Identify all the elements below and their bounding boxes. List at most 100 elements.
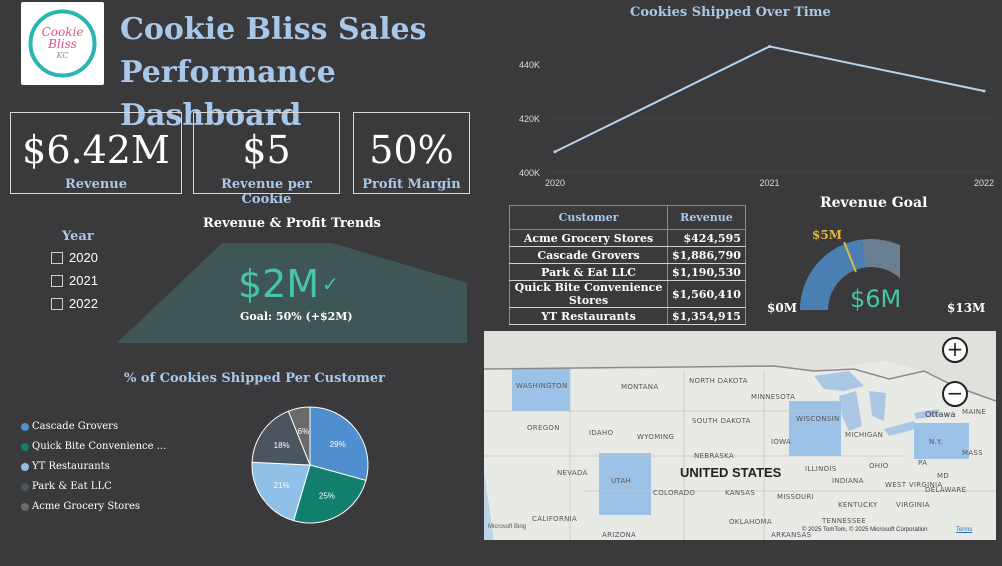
map-label: DELAWARE [925,486,967,494]
kpi-label: Revenue [64,177,128,192]
y-tick-label: 440K [519,60,540,70]
kpi-value: 50% [369,128,454,172]
zoom-in-button[interactable]: + [942,337,968,363]
legend-label: Quick Bite Convenience ... [32,441,167,452]
map-state-new-york[interactable] [914,423,969,459]
table-cell: Acme Grocery Stores [509,229,668,247]
map-label: SOUTH DAKOTA [692,417,751,425]
legend-label: Acme Grocery Stores [32,501,141,512]
trend-goal: Goal: 50% (+$2M) [240,310,353,323]
pie-slice-label: 6% [298,427,310,436]
gauge-target-marker [843,241,857,273]
legend-item[interactable]: YT Restaurants [21,461,110,472]
table-header-customer[interactable]: Customer [509,205,668,230]
map-label: IOWA [771,438,792,446]
map-state-wisconsin[interactable] [789,401,841,456]
map-label: UTAH [611,477,632,485]
year-option-2021[interactable]: 2021 [51,273,98,288]
x-tick-label: 2020 [545,178,565,188]
pie-chart: 29% 25% 21% 18% 6% [251,406,369,524]
legend-dot [21,442,29,451]
table-cell: $424,595 [667,229,746,247]
checkbox[interactable] [51,297,63,310]
map-label: IDAHO [589,429,614,437]
customer-revenue-table: Customer Revenue Acme Grocery Stores $424… [509,205,746,325]
legend-label: Park & Eat LLC [32,481,112,492]
legend-item[interactable]: Cascade Grovers [21,421,118,432]
map-label: MINNESOTA [751,393,796,401]
logo: Cookie Bliss KC [21,2,104,85]
pie-slice[interactable] [251,461,311,522]
map-label: OREGON [527,424,560,432]
table-row: Acme Grocery Stores $424,595 [509,229,746,247]
x-tick-label: 2022 [974,178,994,188]
table-row: Quick Bite Convenience Stores $1,560,410 [509,280,746,308]
table-cell: $1,354,915 [667,307,746,325]
line-point[interactable] [768,44,771,48]
checkbox[interactable] [51,251,63,264]
kpi-card-revenue: $6.42M Revenue [10,112,182,194]
map-label: KANSAS [725,489,756,497]
map-background [484,331,996,540]
map-label: VIRGINIA [896,501,930,509]
map-country-label: UNITED STATES [680,465,782,480]
legend-dot [21,482,29,491]
year-filter-title: Year [62,229,94,244]
map-label: WYOMING [637,433,675,441]
pie-slice[interactable] [309,406,369,482]
map-label: COLORADO [653,489,696,497]
kpi-value: $5 [242,128,291,172]
logo-text-2: Bliss [48,37,77,51]
pie-slice[interactable] [287,406,311,466]
year-option-2022[interactable]: 2022 [51,296,98,311]
kpi-value: $6.42M [22,128,170,172]
table-row: Park & Eat LLC $1,190,530 [509,263,746,281]
map-state-utah[interactable] [599,453,651,515]
map-label: WISCONSIN [796,415,840,423]
table-header-revenue[interactable]: Revenue [667,205,746,230]
kpi-label: Profit Margin [362,177,461,192]
pie-slice[interactable] [293,464,367,524]
map-label: INDIANA [832,477,864,485]
legend-dot [21,462,29,471]
legend-label: Cascade Grovers [32,421,119,432]
map-label: MD [937,472,950,480]
legend-item[interactable]: Park & Eat LLC [21,481,112,492]
year-option-label: 2022 [69,296,98,311]
zoom-out-button[interactable]: − [942,381,968,407]
kpi-card-revenue-per-cookie: $5 Revenue per Cookie [193,112,340,207]
map-label: MAINE [962,408,987,416]
table-cell: $1,560,410 [667,280,746,308]
checkbox[interactable] [51,274,63,287]
map-label: MICHIGAN [845,431,884,439]
map-label: TENNESSEE [822,517,867,525]
map-label: N.Y. [929,438,943,446]
map-state-washington[interactable] [512,369,570,411]
map-label: Ottawa [925,410,956,419]
table-cell: $1,886,790 [667,246,746,264]
year-option-2020[interactable]: 2020 [51,250,98,265]
gauge-min-label: $0M [767,301,797,315]
pie-slice[interactable] [251,410,311,466]
pie-chart-title: % of Cookies Shipped Per Customer [124,371,386,386]
map-terms-link[interactable]: Terms [956,527,973,533]
us-map[interactable]: WASHINGTON MONTANA NORTH DAKOTA MINNESOT… [484,331,996,540]
pie-slice-label: 29% [330,440,346,449]
y-tick-label: 420K [519,114,540,124]
trend-background [117,243,467,343]
gauge-target-label: $5M [812,228,842,242]
gauge-value: $6M [850,285,902,313]
map-label: MASS [962,449,983,457]
line-chart-title: Cookies Shipped Over Time [630,5,831,20]
line-point[interactable] [553,150,557,154]
legend-item[interactable]: Acme Grocery Stores [21,501,140,512]
table-cell: Park & Eat LLC [509,263,668,281]
map-label: WASHINGTON [516,382,568,390]
map-label: NEBRASKA [694,452,734,460]
legend-dot [21,422,29,431]
pie-slice-label: 18% [274,441,290,450]
gauge-title: Revenue Goal [820,195,928,211]
line-point[interactable] [982,89,986,93]
legend-item[interactable]: Quick Bite Convenience ... [21,441,166,452]
legend-dot [21,502,29,511]
